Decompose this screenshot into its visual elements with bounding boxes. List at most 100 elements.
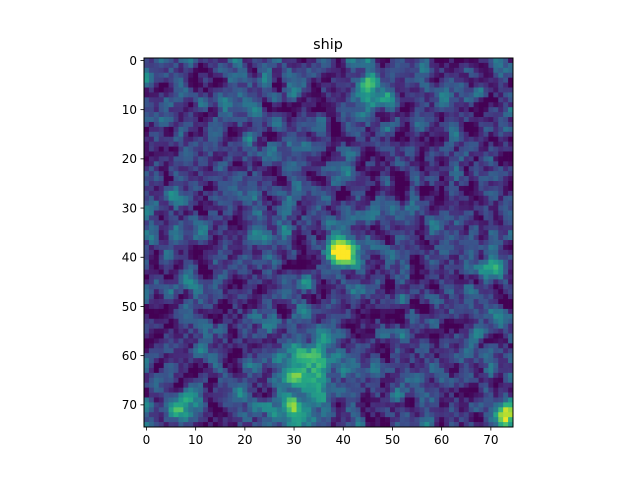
heatmap-cell bbox=[375, 308, 381, 315]
heatmap-cell bbox=[227, 190, 233, 197]
heatmap-cell bbox=[153, 363, 160, 369]
heatmap-cell bbox=[158, 87, 165, 93]
heatmap-cell bbox=[473, 185, 479, 192]
heatmap-cell bbox=[173, 333, 179, 339]
heatmap-cell bbox=[173, 72, 179, 79]
heatmap-cell bbox=[291, 92, 297, 98]
heatmap-cell bbox=[355, 289, 361, 295]
heatmap-cell bbox=[335, 131, 342, 138]
heatmap-cell bbox=[237, 126, 243, 133]
heatmap-cell bbox=[365, 363, 371, 369]
heatmap-cell bbox=[296, 230, 302, 236]
heatmap-cell bbox=[458, 304, 465, 310]
heatmap-cell bbox=[488, 136, 494, 142]
heatmap-cell bbox=[493, 62, 499, 69]
heatmap-cell bbox=[390, 372, 396, 379]
heatmap-cell bbox=[217, 372, 224, 379]
heatmap-cell bbox=[158, 249, 165, 256]
heatmap-cell bbox=[316, 372, 322, 379]
heatmap-cell bbox=[414, 58, 420, 64]
heatmap-cell bbox=[227, 112, 233, 118]
heatmap-cell bbox=[163, 210, 169, 216]
heatmap-cell bbox=[188, 244, 194, 251]
heatmap-cell bbox=[276, 200, 283, 206]
heatmap-cell bbox=[345, 269, 351, 275]
heatmap-cell bbox=[217, 72, 224, 79]
heatmap-cell bbox=[286, 372, 292, 379]
heatmap-cell bbox=[488, 254, 494, 261]
heatmap-cell bbox=[257, 308, 263, 315]
heatmap-cell bbox=[463, 225, 470, 231]
heatmap-cell bbox=[355, 151, 361, 157]
heatmap-cell bbox=[153, 264, 160, 270]
heatmap-cell bbox=[227, 338, 233, 344]
heatmap-cell bbox=[458, 348, 465, 354]
heatmap-cell bbox=[493, 185, 499, 192]
heatmap-cell bbox=[321, 77, 327, 83]
heatmap-cell bbox=[380, 72, 386, 79]
heatmap-cell bbox=[345, 343, 351, 349]
heatmap-cell bbox=[375, 195, 381, 202]
heatmap-cell bbox=[276, 185, 283, 192]
heatmap-cell bbox=[385, 126, 391, 133]
chart-title: ship bbox=[313, 37, 343, 53]
heatmap-cell bbox=[163, 225, 169, 231]
heatmap-cell bbox=[183, 244, 189, 251]
heatmap-cell bbox=[321, 215, 327, 221]
heatmap-cell bbox=[291, 131, 297, 138]
heatmap-cell bbox=[183, 210, 189, 216]
heatmap-cell bbox=[291, 269, 297, 275]
heatmap-cell bbox=[483, 358, 489, 364]
heatmap-cell bbox=[380, 244, 386, 251]
heatmap-cell bbox=[414, 323, 420, 329]
heatmap-cell bbox=[198, 161, 204, 167]
heatmap-cell bbox=[257, 190, 263, 197]
heatmap-cell bbox=[178, 190, 184, 197]
heatmap-cell bbox=[370, 146, 376, 152]
heatmap-cell bbox=[370, 171, 376, 177]
heatmap-cell bbox=[316, 185, 322, 192]
heatmap-cell bbox=[296, 62, 302, 69]
heatmap-cell bbox=[207, 166, 214, 172]
heatmap-cell bbox=[414, 264, 420, 270]
heatmap-cell bbox=[424, 146, 430, 152]
heatmap-cell bbox=[458, 367, 465, 374]
heatmap-cell bbox=[306, 264, 312, 270]
heatmap-cell bbox=[311, 372, 317, 379]
heatmap-cell bbox=[458, 244, 465, 251]
heatmap-cell bbox=[178, 299, 184, 305]
heatmap-cell bbox=[365, 200, 371, 206]
heatmap-cell bbox=[429, 377, 435, 384]
heatmap-cell bbox=[306, 318, 312, 325]
heatmap-cell bbox=[399, 67, 406, 74]
heatmap-cell bbox=[301, 284, 307, 290]
heatmap-cell bbox=[345, 58, 351, 64]
heatmap-cell bbox=[144, 92, 150, 98]
heatmap-cell bbox=[365, 304, 371, 310]
heatmap-cell bbox=[237, 377, 243, 384]
heatmap-cell bbox=[252, 230, 258, 236]
heatmap-cell bbox=[394, 166, 401, 172]
heatmap-cell bbox=[178, 210, 184, 216]
heatmap-cell bbox=[478, 136, 484, 142]
heatmap-cell bbox=[153, 195, 160, 202]
heatmap-cell bbox=[370, 156, 376, 162]
heatmap-cell bbox=[173, 215, 179, 221]
heatmap-cell bbox=[321, 161, 327, 167]
heatmap-cell bbox=[419, 210, 425, 216]
heatmap-cell bbox=[345, 259, 351, 265]
heatmap-cell bbox=[439, 97, 445, 103]
heatmap-cell bbox=[296, 181, 302, 187]
heatmap-cell bbox=[306, 181, 312, 187]
heatmap-cell bbox=[498, 215, 504, 221]
heatmap-cell bbox=[173, 367, 179, 374]
heatmap-cell bbox=[153, 333, 160, 339]
heatmap-cell bbox=[330, 308, 337, 315]
heatmap-cell bbox=[144, 87, 150, 93]
heatmap-cell bbox=[385, 264, 391, 270]
heatmap-cell bbox=[380, 181, 386, 187]
heatmap-cell bbox=[276, 289, 283, 295]
heatmap-cell bbox=[498, 210, 504, 216]
heatmap-cell bbox=[158, 343, 165, 349]
heatmap-cell bbox=[188, 225, 194, 231]
